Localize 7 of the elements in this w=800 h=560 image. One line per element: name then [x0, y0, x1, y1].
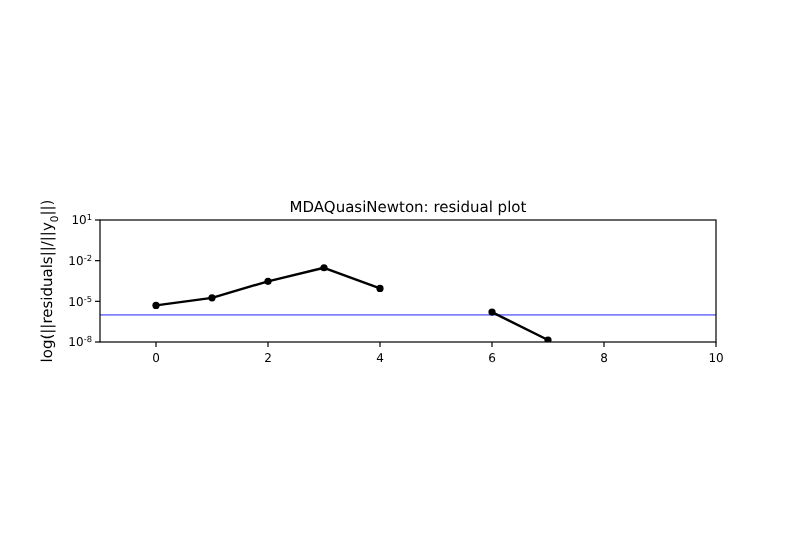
point: [152, 301, 160, 310]
point: [320, 264, 328, 272]
point: [488, 308, 496, 316]
point: [264, 277, 272, 285]
point: [376, 284, 384, 292]
point: [544, 336, 552, 342]
point: [208, 294, 216, 302]
